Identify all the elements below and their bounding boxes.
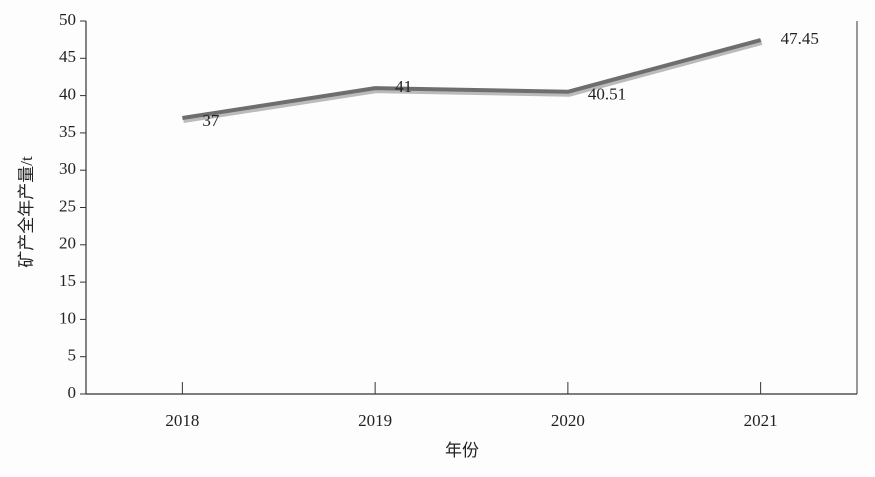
y-axis-label: 矿产全年产量/t [17, 156, 36, 268]
y-tick-label: 40 [59, 85, 76, 104]
data-label: 40.51 [588, 85, 626, 104]
y-tick-label: 50 [59, 10, 76, 29]
data-label: 41 [395, 77, 412, 96]
y-tick-label: 5 [68, 346, 77, 365]
y-tick-label: 25 [59, 196, 76, 215]
data-label: 37 [202, 111, 220, 130]
line [182, 38, 762, 120]
y-tick-label: 30 [59, 159, 76, 178]
y-tick-label: 10 [59, 308, 76, 327]
y-tick-label: 35 [59, 122, 76, 141]
y-tick-label: 15 [59, 271, 76, 290]
x-tick-label: 2020 [551, 411, 585, 430]
y-tick-label: 20 [59, 234, 76, 253]
x-tick-label: 2019 [358, 411, 392, 430]
data-label: 47.45 [781, 29, 819, 48]
x-tick-label: 2021 [744, 411, 778, 430]
x-axis-label: 年份 [445, 441, 479, 460]
y-tick-label: 0 [68, 383, 77, 402]
y-tick-label: 45 [59, 47, 76, 66]
x-tick-label: 2018 [165, 411, 199, 430]
